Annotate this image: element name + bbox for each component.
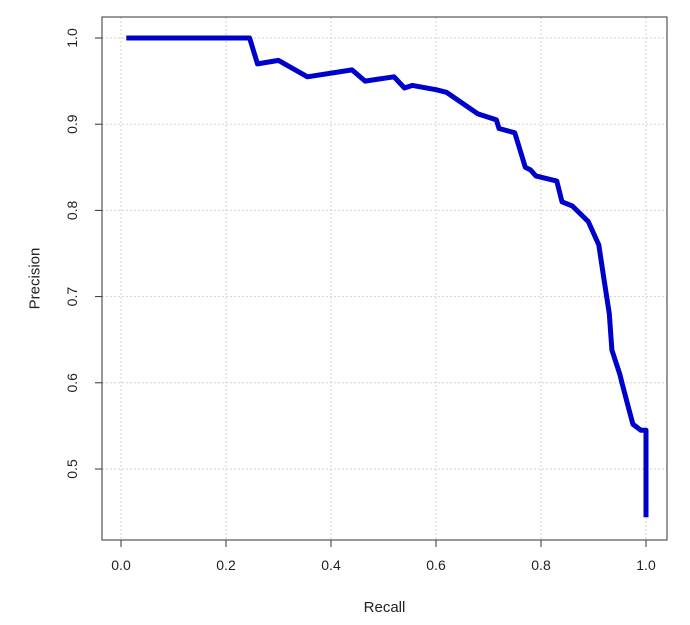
y-tick-label: 0.8 [64, 200, 80, 220]
x-tick-label: 0.8 [531, 557, 551, 573]
x-tick-label: 0.0 [111, 557, 131, 573]
x-tick-label: 0.2 [216, 557, 236, 573]
x-tick-label: 1.0 [636, 557, 656, 573]
grid-lines [102, 17, 667, 540]
precision-recall-curve [126, 35, 649, 518]
axes: 0.0 0.2 0.4 0.6 0.8 1.0 0.5 0.6 0.7 0.8 0.9 1.0 [64, 28, 656, 573]
x-tick-label: 0.6 [426, 557, 446, 573]
x-axis-title: Recall [364, 599, 406, 616]
plot-frame [101, 16, 668, 541]
y-tick-label: 0.6 [64, 373, 80, 393]
x-tick-label: 0.4 [321, 557, 341, 573]
y-tick-label: 0.9 [64, 114, 80, 134]
y-axis-title: Precision [27, 248, 44, 310]
y-tick-label: 1.0 [64, 28, 80, 48]
y-tick-label: 0.5 [64, 459, 80, 479]
y-tick-label: 0.7 [64, 287, 80, 307]
